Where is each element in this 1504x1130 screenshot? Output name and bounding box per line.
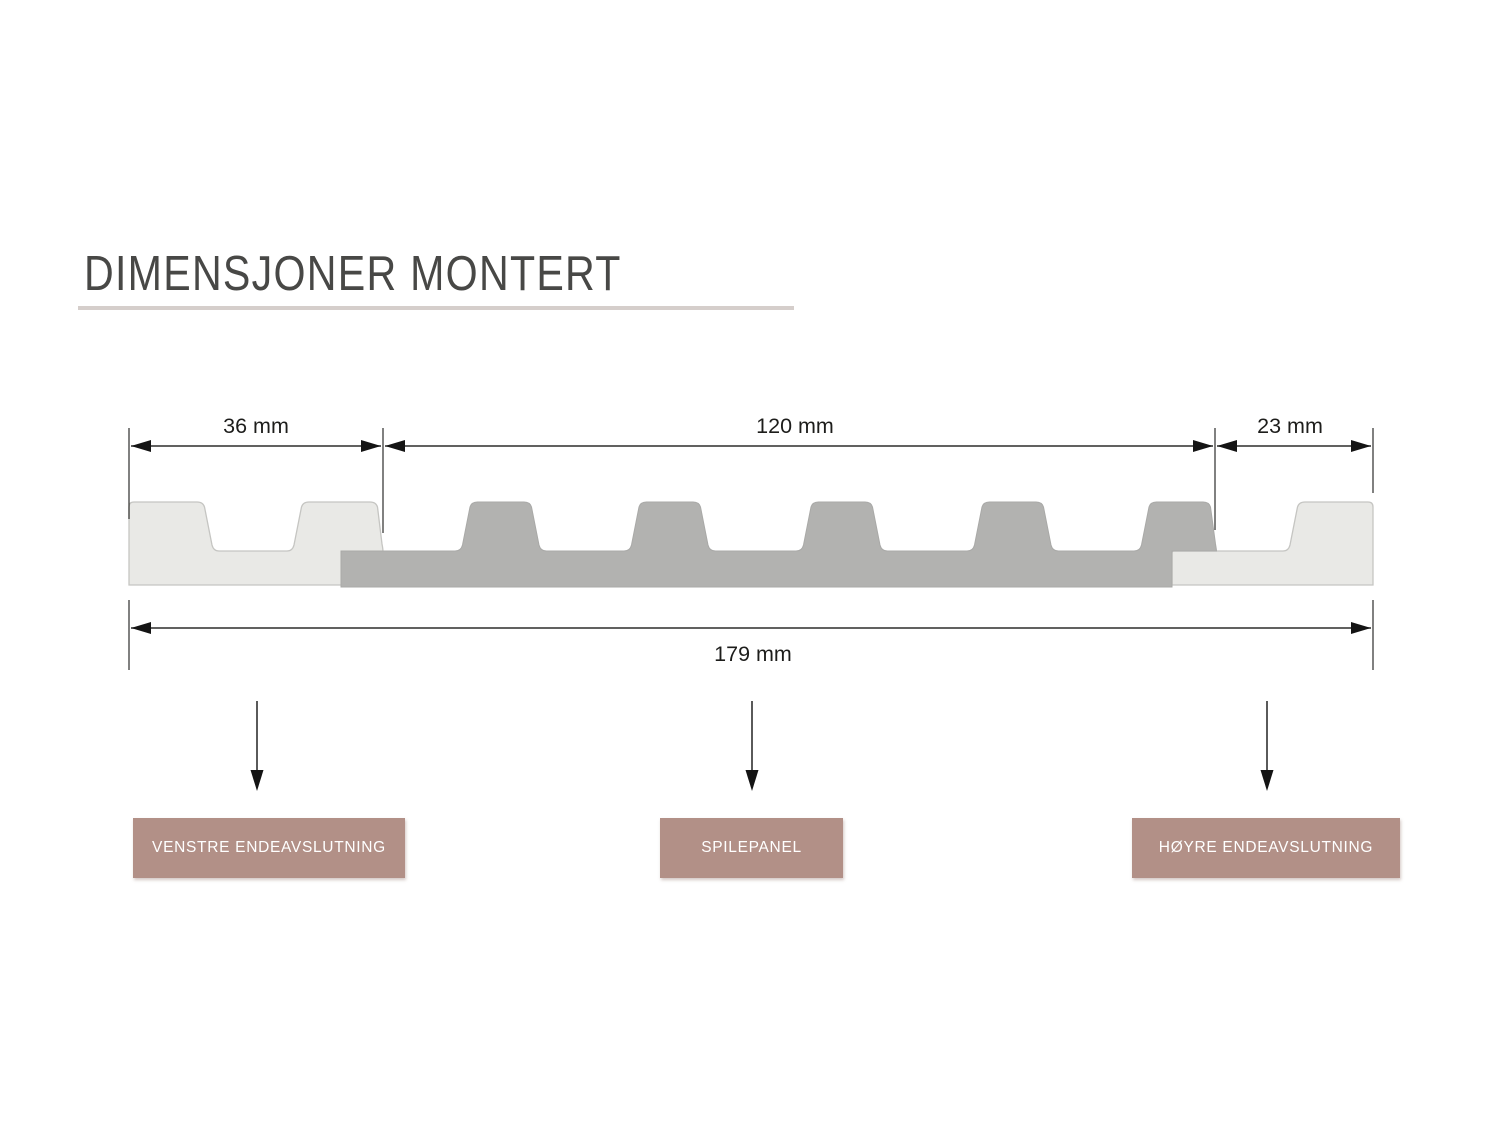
arrowhead-120-left (385, 440, 405, 452)
arrowhead-total-left (131, 622, 151, 634)
dim-label-23: 23 mm (1257, 414, 1323, 438)
part-label-slat-panel: SPILEPANEL (660, 818, 843, 878)
dimension-arrowheads (131, 440, 1371, 634)
pointer-arrowheads (250, 770, 1274, 791)
dim-label-total: 179 mm (714, 642, 792, 666)
arrowhead-36-right (361, 440, 381, 452)
arrowhead-36-left (131, 440, 151, 452)
arrowhead-120-right (1193, 440, 1213, 452)
pointer-arrowhead-center (745, 770, 759, 791)
arrowhead-23-right (1351, 440, 1371, 452)
slat-panel-profile (340, 501, 1218, 588)
title-underline (78, 306, 794, 310)
extension-lines (128, 428, 1374, 670)
part-label-left-end: VENSTRE ENDEAVSLUTNING (133, 818, 405, 878)
pointer-arrowhead-right (1260, 770, 1274, 791)
dim-label-120: 120 mm (756, 414, 834, 438)
pointer-arrows (256, 701, 1268, 772)
pointer-arrowhead-left (250, 770, 264, 791)
left-end-piece-profile (128, 501, 384, 586)
part-label-right-end: HØYRE ENDEAVSLUTNING (1132, 818, 1400, 878)
page-title: DIMENSJONER MONTERT (84, 247, 622, 301)
arrowhead-total-right (1351, 622, 1371, 634)
dim-label-36: 36 mm (223, 414, 289, 438)
dimension-lines (131, 445, 1371, 629)
arrowhead-23-left (1217, 440, 1237, 452)
